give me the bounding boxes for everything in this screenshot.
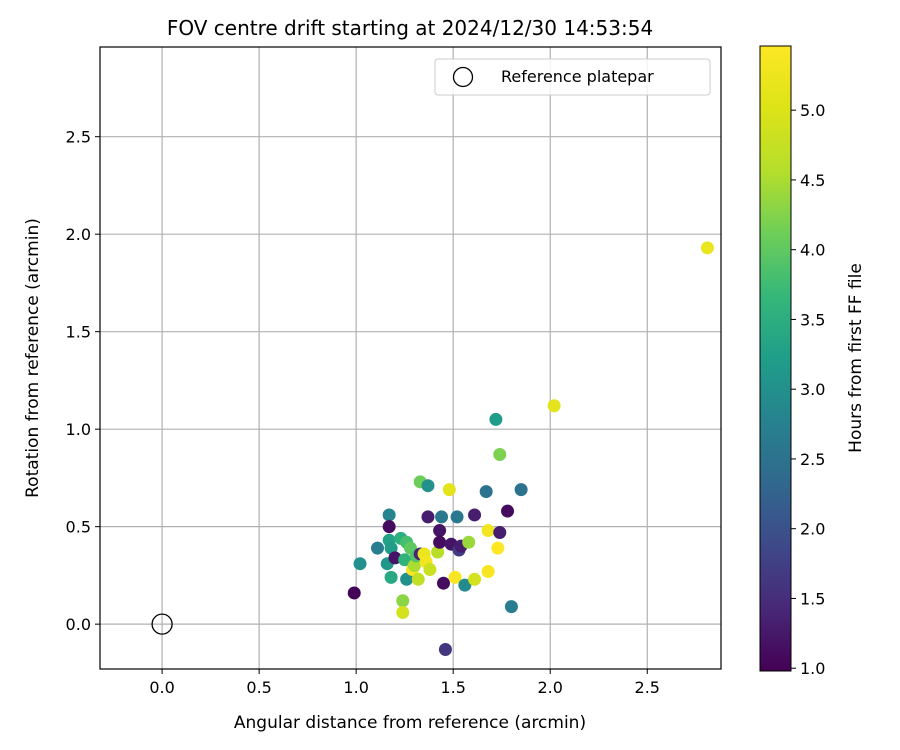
data-point	[442, 483, 456, 497]
x-axis-ticks: 0.0 0.5 1.0 1.5 2.0 2.5	[149, 669, 660, 697]
x-tick-label: 0.0	[149, 678, 174, 697]
colorbar-tick-label: 3.5	[800, 310, 825, 329]
colorbar-tick-label: 4.0	[800, 241, 825, 260]
data-point	[458, 578, 472, 592]
data-point	[382, 508, 396, 522]
data-point	[400, 572, 414, 586]
data-point	[514, 483, 528, 497]
colorbar: 1.0 1.5 2.0 2.5 3.0 3.5 4.0 4.5 5.0 Hours from f…	[759, 45, 866, 678]
data-point	[398, 553, 412, 567]
colorbar-tick-label: 1.0	[800, 659, 825, 678]
data-point	[396, 605, 410, 619]
data-points	[347, 241, 714, 657]
data-point	[481, 524, 495, 538]
data-point	[700, 241, 714, 255]
data-point	[384, 541, 398, 555]
data-point	[479, 485, 493, 499]
data-point	[450, 510, 464, 524]
data-point	[384, 570, 398, 584]
y-tick-label: 2.5	[66, 128, 91, 147]
data-point	[421, 510, 435, 524]
colorbar-tick-label: 3.0	[800, 380, 825, 399]
colorbar-tick-label: 2.5	[800, 450, 825, 469]
data-point	[438, 643, 452, 657]
data-point	[436, 576, 450, 590]
legend-box	[434, 58, 711, 96]
x-tick-label: 1.0	[343, 678, 368, 697]
x-tick-label: 2.0	[537, 678, 562, 697]
y-tick-label: 2.0	[66, 225, 91, 244]
data-point	[407, 559, 421, 573]
data-point	[388, 551, 402, 565]
colorbar-tick-label: 2.0	[800, 520, 825, 539]
colorbar-label: Hours from first FF file	[846, 263, 866, 453]
data-point	[462, 535, 476, 549]
data-point	[423, 563, 437, 577]
chart-title: FOV centre drift starting at 2024/12/30 …	[167, 16, 653, 40]
data-point	[448, 570, 462, 584]
reference-marker-layer	[151, 613, 173, 635]
data-point	[396, 594, 410, 608]
data-point	[421, 479, 435, 493]
data-point	[382, 520, 396, 534]
data-point	[504, 600, 518, 614]
colorbar-ticks: 1.0 1.5 2.0 2.5 3.0 3.5 4.0 4.5 5.0	[791, 101, 825, 678]
data-point	[431, 545, 445, 559]
data-point	[371, 541, 385, 555]
data-point	[468, 508, 482, 522]
colorbar-tick-label: 4.5	[800, 171, 825, 190]
data-point	[501, 504, 515, 518]
x-axis-label: Angular distance from reference (arcmin)	[234, 713, 586, 733]
data-point	[435, 510, 449, 524]
data-point	[489, 412, 503, 426]
data-point	[493, 526, 507, 540]
data-point	[547, 399, 561, 413]
data-point	[353, 557, 367, 571]
data-point	[493, 448, 507, 462]
data-point	[411, 572, 425, 586]
y-tick-label: 0.5	[66, 518, 91, 537]
y-tick-label: 1.0	[66, 420, 91, 439]
data-point	[433, 524, 447, 538]
colorbar-tick-label: 5.0	[800, 101, 825, 120]
data-point	[491, 541, 505, 555]
y-tick-label: 0.0	[66, 615, 91, 634]
y-axis-ticks: 0.0 0.5 1.0 1.5 2.0 2.5	[66, 128, 100, 634]
legend-label: Reference platepar	[501, 67, 654, 86]
data-point	[347, 586, 361, 600]
legend: Reference platepar	[434, 58, 711, 96]
data-point	[433, 535, 447, 549]
plot-frame	[99, 46, 722, 670]
data-point	[468, 572, 482, 586]
colorbar-gradient	[759, 45, 792, 672]
x-tick-label: 0.5	[246, 678, 271, 697]
y-tick-label: 1.5	[66, 323, 91, 342]
y-axis-label: Rotation from reference (arcmin)	[23, 218, 43, 498]
colorbar-tick-label: 1.5	[800, 589, 825, 608]
reference-platepar-marker	[151, 613, 173, 635]
data-point	[481, 565, 495, 579]
x-tick-label: 1.5	[440, 678, 465, 697]
grid	[100, 47, 721, 669]
legend-marker	[452, 66, 474, 88]
x-tick-label: 2.5	[635, 678, 660, 697]
